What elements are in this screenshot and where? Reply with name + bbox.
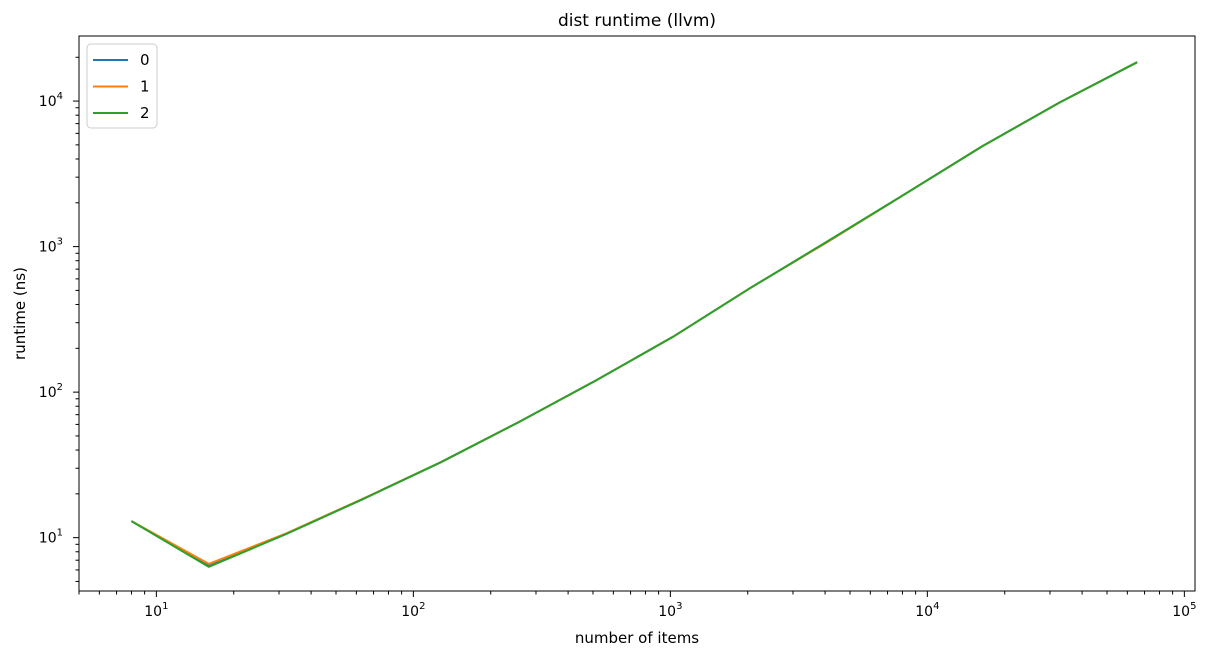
- chart-title: dist runtime (llvm): [558, 11, 716, 31]
- x-tick-label: 104: [915, 601, 939, 620]
- x-axis: 101 102 103 104 105: [78, 591, 1196, 620]
- x-tick-exponent: 4: [933, 601, 939, 612]
- x-tick-base: 10: [658, 604, 676, 620]
- y-tick-label: 101: [39, 528, 63, 547]
- y-tick-label: 104: [39, 91, 63, 110]
- plot-frame: [78, 35, 1196, 592]
- x-tick-exponent: 5: [1190, 601, 1196, 612]
- y-tick-exponent: 1: [57, 528, 63, 539]
- x-tick-label: 101: [144, 601, 168, 620]
- y-tick-base: 10: [39, 385, 57, 401]
- legend: 0 1 2: [86, 43, 158, 129]
- legend-label: 1: [140, 78, 150, 96]
- x-tick-label: 105: [1172, 601, 1196, 620]
- legend-label: 0: [140, 51, 150, 69]
- x-tick-exponent: 2: [419, 601, 425, 612]
- x-tick-base: 10: [915, 604, 933, 620]
- y-tick-exponent: 3: [57, 237, 63, 248]
- x-tick-base: 10: [1172, 604, 1190, 620]
- y-tick-base: 10: [39, 531, 57, 547]
- y-tick-base: 10: [39, 240, 57, 256]
- x-tick-label: 102: [401, 601, 425, 620]
- x-tick-base: 10: [144, 604, 162, 620]
- legend-label: 2: [140, 104, 150, 122]
- x-tick-exponent: 3: [676, 601, 682, 612]
- x-axis-label: number of items: [575, 629, 699, 647]
- x-tick-base: 10: [401, 604, 419, 620]
- y-tick-label: 102: [39, 382, 63, 401]
- y-tick-label: 103: [39, 237, 63, 256]
- plot-area: [130, 61, 1138, 568]
- y-axis-label: runtime (ns): [11, 267, 29, 360]
- x-tick-label: 103: [658, 601, 682, 620]
- y-tick-exponent: 4: [57, 91, 63, 102]
- series-line-1: [130, 61, 1138, 565]
- x-tick-exponent: 1: [162, 601, 168, 612]
- y-tick-exponent: 2: [57, 382, 63, 393]
- series-line-2: [130, 61, 1138, 568]
- series-line-0: [130, 61, 1138, 567]
- y-tick-base: 10: [39, 94, 57, 110]
